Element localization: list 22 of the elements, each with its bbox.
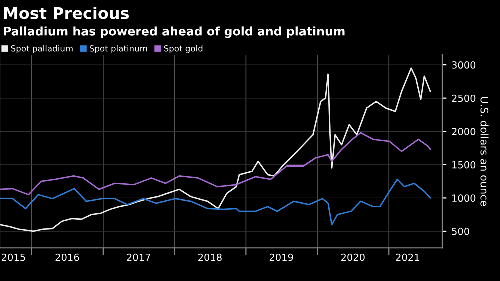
- line-series: [0, 178, 432, 226]
- y-tick-label: 2500: [452, 94, 476, 102]
- y-tick-label: 1000: [452, 194, 476, 202]
- y-tick-label: 500: [452, 228, 470, 236]
- line-series: [0, 68, 432, 232]
- x-tick-label: 2021: [396, 254, 420, 262]
- y-tick-label: 2000: [452, 128, 476, 136]
- x-tick-label: 2017: [127, 254, 150, 262]
- x-tick-label: 2015: [2, 254, 26, 262]
- y-axis-title: U.S. dollars an ounce: [480, 97, 489, 206]
- y-tick-label: 3000: [452, 62, 476, 69]
- legend-label: Spot palladium: [11, 45, 73, 54]
- x-tick-label: 2019: [270, 254, 294, 262]
- line-series: [0, 132, 432, 196]
- legend-label: Spot platinum: [90, 45, 148, 54]
- y-tick-label: 1500: [452, 161, 476, 169]
- legend-label: Spot gold: [164, 45, 203, 54]
- x-tick-label: 2016: [56, 254, 80, 262]
- x-tick-label: 2020: [341, 254, 365, 262]
- chart-subtitle: Palladium has powered ahead of gold and platinum: [4, 26, 345, 38]
- x-tick-label: 2018: [198, 254, 222, 262]
- chart-title: Most Precious: [4, 7, 130, 20]
